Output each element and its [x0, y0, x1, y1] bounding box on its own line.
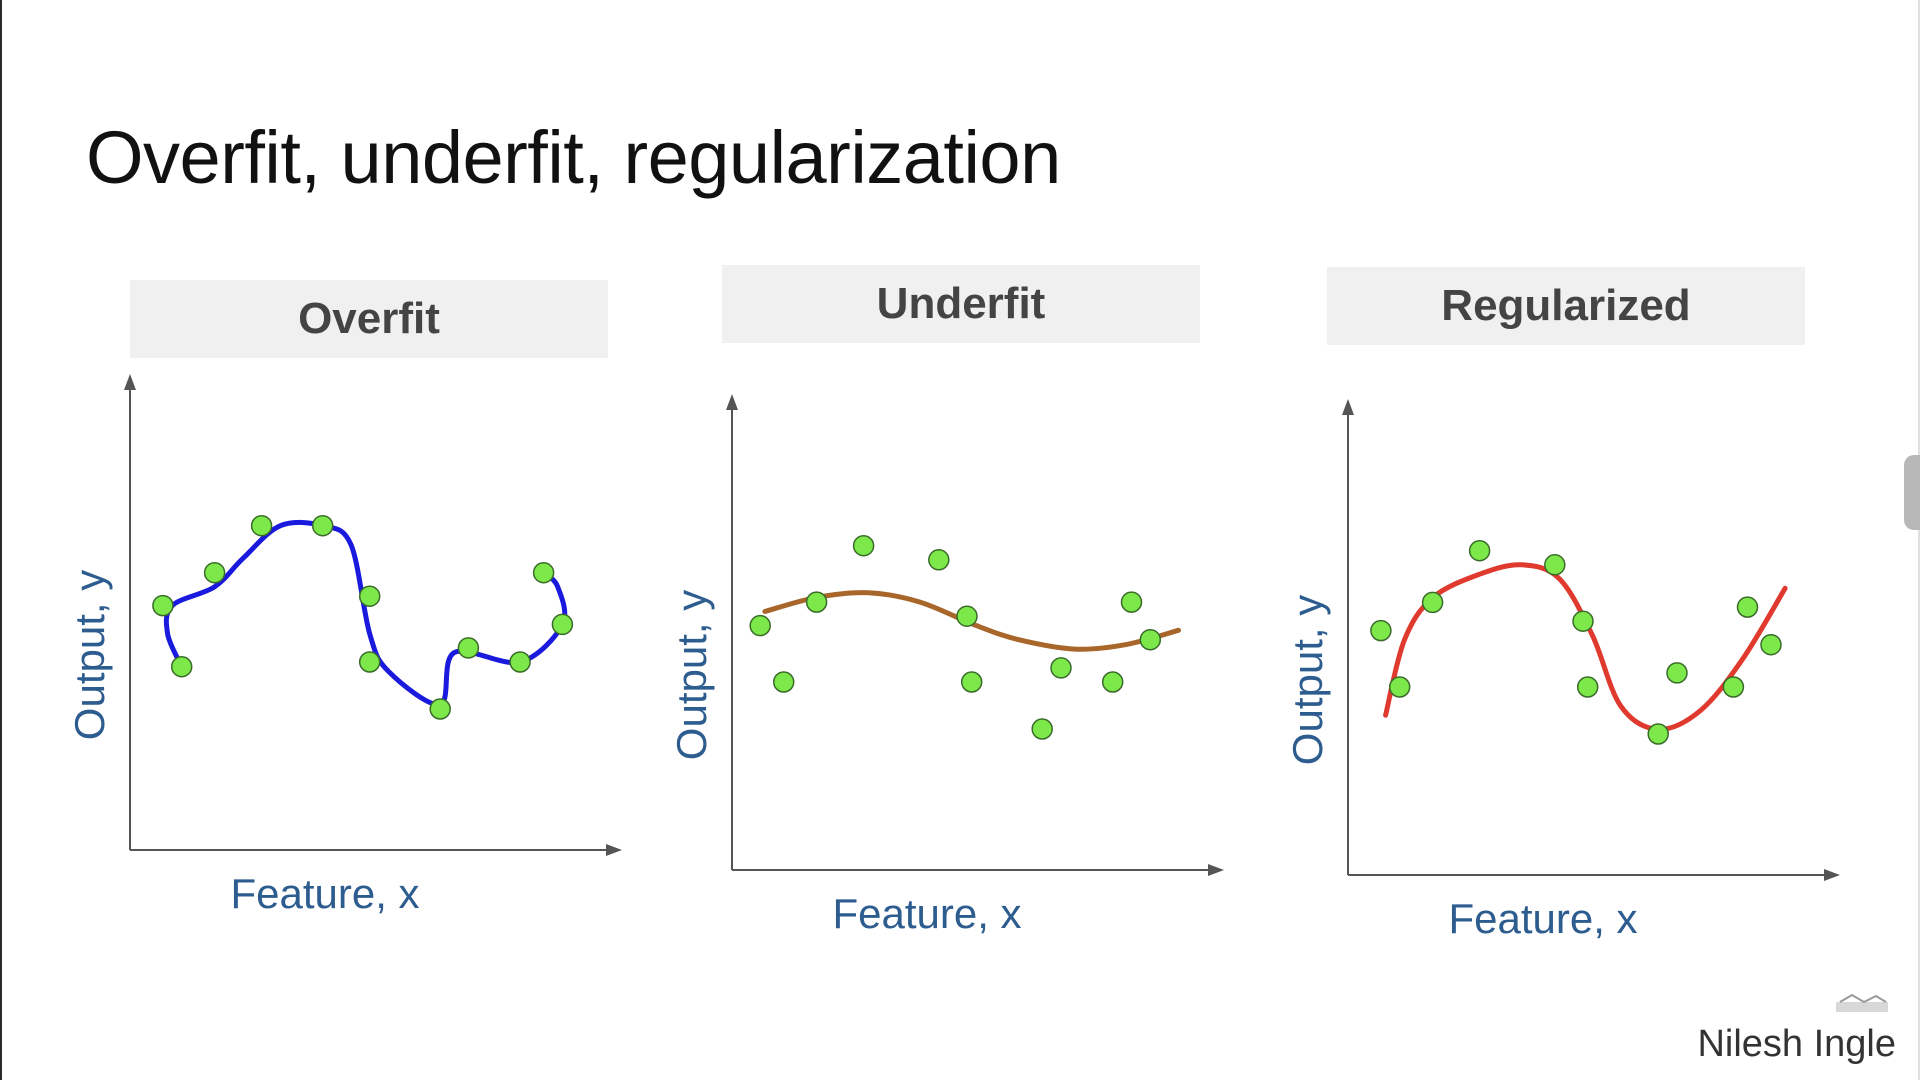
data-point	[1572, 610, 1594, 632]
data-point	[960, 671, 983, 693]
data-point	[358, 651, 381, 673]
y-axis-arrow-icon	[726, 394, 738, 410]
x-axis-label: Feature, x	[1448, 895, 1637, 942]
data-point	[805, 591, 828, 613]
fit-curve	[762, 590, 1181, 652]
data-point	[1468, 539, 1491, 562]
data-point	[772, 671, 795, 693]
data-point	[1736, 596, 1759, 618]
data-point	[1370, 619, 1392, 642]
data-point	[551, 613, 574, 636]
data-point	[1388, 676, 1411, 698]
overfit-chart: Feature, x Output, y	[66, 374, 622, 917]
data-point	[1576, 676, 1599, 698]
y-axis-label: Output, y	[668, 590, 715, 760]
y-axis-arrow-icon	[124, 374, 136, 390]
data-point	[457, 637, 480, 659]
data-point	[311, 514, 334, 537]
data-point	[1666, 662, 1688, 684]
data-point	[852, 534, 875, 557]
overfit-panel-header: Overfit	[130, 280, 608, 358]
data-point	[1031, 718, 1053, 740]
presenter-name: Nilesh Ingle	[1697, 1023, 1896, 1065]
x-axis-label: Feature, x	[832, 890, 1021, 937]
data-point	[1120, 591, 1143, 613]
data-point	[1760, 633, 1782, 656]
data-point	[152, 594, 174, 617]
data-point	[358, 585, 381, 607]
data-point	[1722, 676, 1745, 698]
data-point	[956, 605, 978, 627]
slide-left-border	[0, 0, 2, 1080]
data-point	[532, 561, 555, 584]
data-point	[1139, 628, 1162, 651]
data-point	[1050, 657, 1072, 679]
data-point	[928, 549, 950, 571]
side-panel-handle[interactable]	[1904, 455, 1920, 530]
data-point	[1544, 554, 1566, 576]
data-point	[749, 614, 771, 637]
data-point	[170, 655, 193, 678]
underfit-panel-header: Underfit	[722, 265, 1200, 343]
regularized-chart: Feature, x Output, y	[1284, 399, 1840, 942]
y-axis-label: Output, y	[1284, 595, 1331, 765]
x-axis-arrow-icon	[1208, 864, 1224, 876]
presenter-logo-icon	[1836, 993, 1888, 1012]
fit-curve	[163, 519, 568, 707]
data-point	[1647, 723, 1669, 745]
fit-curve	[1383, 562, 1788, 732]
data-point	[250, 514, 273, 537]
slide-title: Overfit, underfit, regularization	[86, 116, 1061, 199]
x-axis-arrow-icon	[1824, 869, 1840, 881]
data-point	[1421, 591, 1444, 614]
regularized-panel-header: Regularized	[1327, 267, 1805, 345]
slide-right-border	[1918, 0, 1920, 1080]
underfit-chart: Feature, x Output, y	[668, 394, 1224, 937]
y-axis-label: Output, y	[66, 570, 113, 740]
data-point	[203, 561, 226, 584]
y-axis-arrow-icon	[1342, 399, 1354, 415]
data-point	[429, 698, 451, 720]
data-point	[1101, 671, 1124, 693]
data-point	[509, 651, 531, 673]
x-axis-arrow-icon	[606, 844, 622, 856]
x-axis-label: Feature, x	[230, 870, 419, 917]
